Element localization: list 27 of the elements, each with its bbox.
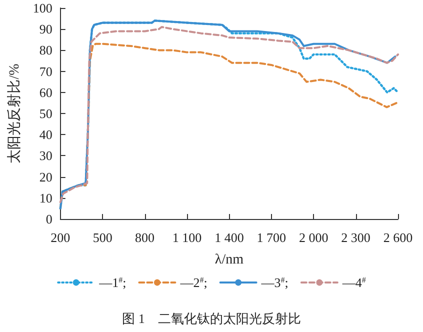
y-tick-label: 60 [39, 84, 52, 100]
text: 图 1 二氧化钛的太阳光反射比 [122, 311, 301, 326]
y-tick-label: 90 [39, 22, 52, 37]
x-tick-label: 1 100 [172, 230, 202, 245]
y-tick-label: 80 [39, 42, 52, 58]
x-tick-label: 800 [135, 230, 155, 245]
x-tick-label: 1 400 [214, 230, 244, 245]
x-tick-label: 2 000 [298, 230, 328, 245]
y-tick-label: 0 [46, 212, 52, 226]
legend-label: —2#; [179, 275, 208, 290]
x-tick-label: 2 600 [383, 230, 413, 245]
y-tick-label: 20 [39, 169, 52, 184]
x-tick-label: 1 700 [256, 230, 286, 245]
y-tick-label: 100 [32, 0, 52, 16]
y-tick-label: 30 [39, 148, 52, 164]
x-tick-label: 200 [50, 230, 70, 245]
y-tick-label: 70 [39, 64, 52, 79]
x-tick-label: 2 300 [341, 230, 370, 245]
y-tick-label: 50 [39, 106, 52, 121]
legend-label: —3#; [260, 275, 288, 290]
y-axis-title: 太阳光反射比/% [6, 63, 22, 164]
x-axis-title: λ/nm [214, 252, 244, 268]
legend-label: —1#; [98, 275, 126, 290]
legend-label: —4# [341, 275, 366, 290]
y-tick-label: 40 [39, 127, 52, 142]
y-tick-label: 10 [39, 190, 52, 206]
x-tick-label: 500 [92, 230, 112, 245]
